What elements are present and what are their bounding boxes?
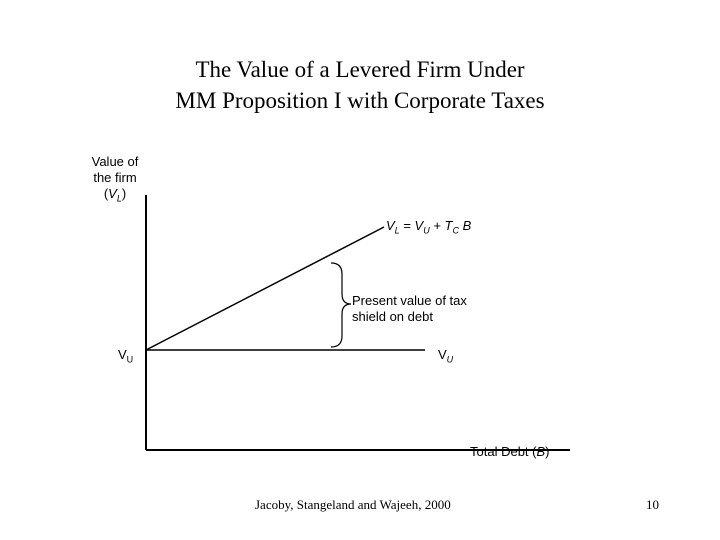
eq-plus: + T (429, 218, 453, 233)
vu-right-text: V (438, 347, 447, 362)
tax-shield-line-2: shield on debt (352, 309, 433, 324)
vu-right-label: VU (438, 347, 454, 365)
footer-citation: Jacoby, Stangeland and Wajeeh, 2000 (255, 497, 451, 512)
x-axis-label-close: ) (545, 444, 550, 459)
title-line-2: MM Proposition I with Corporate Taxes (175, 88, 545, 113)
eq-mid: = V (399, 218, 424, 233)
eq-lhs: V (386, 218, 395, 233)
eq-lhs-sub: L (394, 225, 400, 236)
line-equation-label: VL = VU + TC B (386, 218, 472, 236)
tax-shield-line-1: Present value of tax (352, 293, 467, 308)
title-line-1: The Value of a Levered Firm Under (195, 57, 525, 82)
y-axis-label-line-3: (VL) (103, 186, 127, 204)
vu-left-label: VU (118, 347, 134, 365)
x-axis-label-text: Total Debt ( (470, 444, 537, 459)
eq-plus-sub: C (452, 225, 459, 236)
levered-value-line (145, 226, 385, 351)
page-number: 10 (646, 497, 659, 512)
y-axis-symbol: V (108, 186, 117, 201)
eq-tail: B (458, 218, 472, 233)
vu-left-text: V (118, 347, 127, 362)
vu-left-sub: U (126, 354, 134, 365)
vu-right-sub: U (446, 354, 454, 365)
tax-shield-brace (330, 262, 352, 348)
y-axis-label: Value of the firm (VL) (70, 154, 160, 204)
x-axis-label: Total Debt (B) (470, 444, 550, 459)
eq-mid-sub: U (423, 225, 430, 236)
y-axis-label-line-1: Value of (91, 154, 139, 169)
chart-title: The Value of a Levered Firm Under MM Pro… (0, 54, 720, 116)
tax-shield-annotation: Present value of tax shield on debt (352, 293, 502, 325)
y-axis-symbol-sub: L (116, 193, 122, 204)
x-axis-symbol: B (536, 444, 546, 459)
y-axis-label-line-2: the firm (93, 170, 137, 185)
